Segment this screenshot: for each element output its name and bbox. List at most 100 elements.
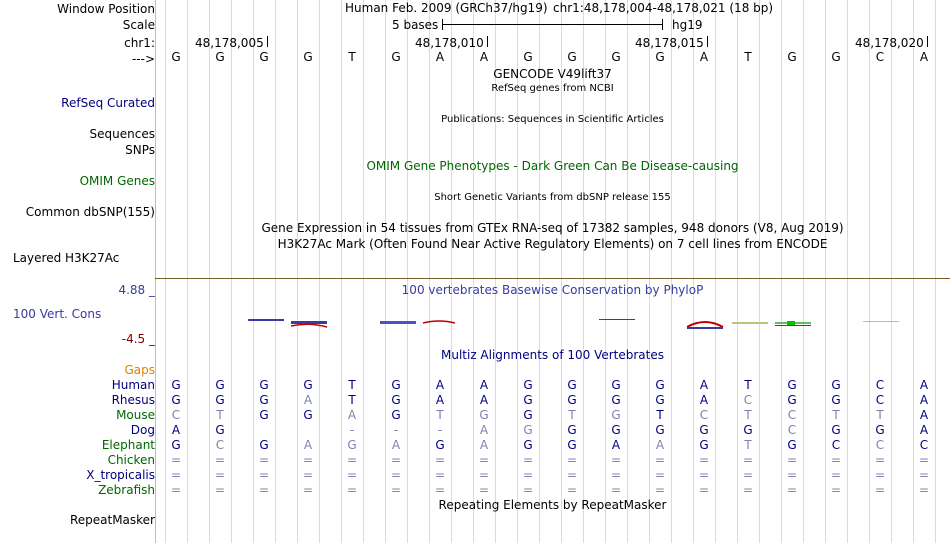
grid-line <box>187 0 188 543</box>
multiz-title[interactable]: Multiz Alignments of 100 Vertebrates <box>440 348 665 362</box>
alignment-base: G <box>523 393 533 407</box>
grid-line <box>869 0 870 543</box>
repeatmasker-track-label[interactable]: RepeatMasker <box>69 513 155 527</box>
grid-line <box>693 0 694 543</box>
grid-line <box>517 0 518 543</box>
alignment-base: G <box>831 423 841 437</box>
grid-line <box>495 0 496 543</box>
scale-bar-left-end <box>442 19 443 30</box>
alignment-base: = <box>698 468 710 482</box>
alignment-base: A <box>479 423 489 437</box>
grid-line <box>935 0 936 543</box>
alignment-base: G <box>875 423 885 437</box>
alignment-base: G <box>699 423 709 437</box>
phylop-mark <box>732 322 768 324</box>
omim-track-label[interactable]: OMIM Genes <box>79 174 155 188</box>
alignment-base: G <box>567 378 577 392</box>
alignment-base: C <box>919 438 929 452</box>
gtex-title[interactable]: Gene Expression in 54 tissues from GTEx … <box>261 221 844 235</box>
sequence-base: G <box>523 50 533 64</box>
alignment-base: G <box>215 393 225 407</box>
dbsnp-track-label[interactable]: Common dbSNP(155) <box>25 205 155 219</box>
alignment-base: G <box>567 438 577 452</box>
alignment-base: = <box>214 453 226 467</box>
alignment-base: C <box>831 438 841 452</box>
grid-line <box>165 0 166 543</box>
grid-line <box>759 0 760 543</box>
alignment-base: G <box>259 408 269 422</box>
alignment-base: G <box>171 378 181 392</box>
alignment-base: G <box>171 393 181 407</box>
browser-image-area[interactable]: Human Feb. 2009 (GRCh37/hg19) chr1:48,17… <box>155 0 950 543</box>
alignment-base: = <box>698 453 710 467</box>
coordinate-tick <box>487 36 488 47</box>
phylop-track-label[interactable]: 100 Vert. Cons <box>13 307 102 321</box>
species-label[interactable]: Human <box>111 378 155 392</box>
alignment-base: = <box>478 483 490 497</box>
species-label[interactable]: Dog <box>130 423 155 437</box>
repeatmasker-title[interactable]: Repeating Elements by RepeatMasker <box>438 498 667 512</box>
alignment-base: G <box>523 438 533 452</box>
species-label[interactable]: Mouse <box>116 408 155 422</box>
gaps-track-label[interactable]: Gaps <box>124 363 155 377</box>
sequence-base: G <box>787 50 797 64</box>
alignment-base: = <box>522 453 534 467</box>
alignment-base: A <box>699 378 709 392</box>
phylop-mark <box>599 319 635 320</box>
alignment-base: G <box>391 393 401 407</box>
grid-line <box>583 0 584 543</box>
grid-line <box>605 0 606 543</box>
alignment-base: G <box>391 378 401 392</box>
sequence-base: A <box>699 50 709 64</box>
species-label[interactable]: Elephant <box>101 438 155 452</box>
phylop-title[interactable]: 100 vertebrates Basewise Conservation by… <box>401 283 704 297</box>
sequences-track-label[interactable]: Sequences <box>89 127 155 141</box>
coordinate-tick <box>707 36 708 47</box>
alignment-base: - <box>437 423 443 437</box>
alignment-base: = <box>522 468 534 482</box>
gencode-title[interactable]: GENCODE V49lift37 <box>493 67 612 81</box>
sequence-base: G <box>831 50 841 64</box>
grid-line <box>341 0 342 543</box>
alignment-base: = <box>434 453 446 467</box>
species-label[interactable]: X_tropicalis <box>86 468 155 482</box>
refseq-track-label[interactable]: RefSeq Curated <box>61 96 155 110</box>
alignment-base: = <box>786 468 798 482</box>
alignment-base: = <box>346 453 358 467</box>
alignment-base: = <box>478 468 490 482</box>
alignment-base: C <box>215 438 225 452</box>
alignment-base: G <box>787 378 797 392</box>
coordinate-label: 48,178,005 <box>195 36 264 50</box>
alignment-base: = <box>566 453 578 467</box>
species-label[interactable]: Rhesus <box>111 393 155 407</box>
alignment-base: = <box>434 468 446 482</box>
alignment-base: = <box>654 453 666 467</box>
alignment-base: C <box>171 408 181 422</box>
alignment-base: A <box>611 438 621 452</box>
species-label[interactable]: Chicken <box>107 453 155 467</box>
alignment-base: = <box>742 453 754 467</box>
grid-line <box>781 0 782 543</box>
alignment-base: = <box>610 483 622 497</box>
grid-line <box>429 0 430 543</box>
grid-line <box>847 0 848 543</box>
alignment-base: G <box>699 438 709 452</box>
omim-phenotypes-title[interactable]: OMIM Gene Phenotypes - Dark Green Can Be… <box>366 159 739 173</box>
strand-arrow-label[interactable]: ---> <box>131 52 155 66</box>
alignment-base: = <box>258 483 270 497</box>
sequence-base: G <box>259 50 269 64</box>
publications-title[interactable]: Publications: Sequences in Scientific Ar… <box>441 114 664 125</box>
alignment-base: C <box>699 408 709 422</box>
alignment-base: = <box>830 468 842 482</box>
alignment-base: G <box>215 423 225 437</box>
species-label[interactable]: Zebrafish <box>98 483 155 497</box>
alignment-base: A <box>435 378 445 392</box>
alignment-base: A <box>655 438 665 452</box>
coordinate-tick <box>267 36 268 47</box>
label-divider <box>155 0 156 543</box>
grid-line <box>627 0 628 543</box>
h3k27ac-track-label[interactable]: Layered H3K27Ac <box>13 251 120 265</box>
sequence-base: T <box>744 50 752 64</box>
snps-track-label[interactable]: SNPs <box>125 143 155 157</box>
phylop-min-label: -4.5 _ <box>121 332 155 346</box>
